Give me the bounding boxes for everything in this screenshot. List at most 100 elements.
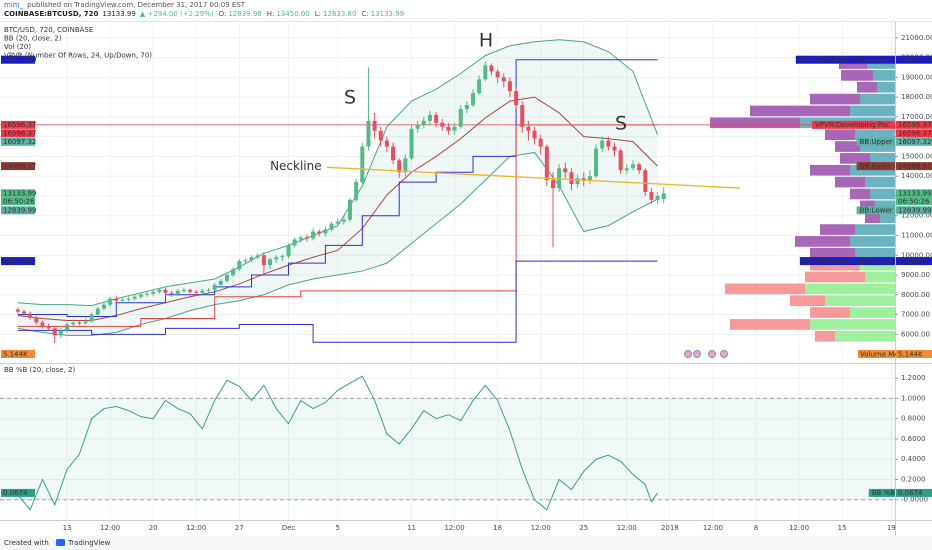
x-tick-label: 20 (149, 524, 158, 532)
neckline-label: Neckline (270, 159, 322, 173)
tag-name-box (812, 120, 895, 129)
tag-left-value: 16596.37 (3, 130, 36, 138)
price-tags: 16097.32 16097.32 BB:Upper 14508.57 14508.57… (1, 55, 932, 497)
x-tick-label: 12:00 (617, 524, 637, 532)
x-tick-label: 11 (407, 524, 416, 532)
candle-body (206, 289, 211, 291)
quote-value: 12633.80 (323, 10, 356, 18)
volume-ma-right: 5.144K (898, 350, 923, 358)
legend-entry: BB (20, close, 2) (4, 35, 62, 43)
profile-up (880, 212, 895, 224)
x-tick-label: 12:00 (186, 524, 206, 532)
profile-up (855, 224, 895, 235)
change: ▲ +294.00 (+2.29%) (140, 10, 214, 18)
tag-name-box (868, 488, 895, 497)
tag-name: BB %B (872, 489, 895, 497)
percent-b-line (17, 375, 658, 511)
candle-body (550, 180, 555, 189)
x-tick-label: 25 (579, 524, 588, 532)
candle-body (544, 146, 549, 181)
candle-body (600, 140, 605, 149)
candle-body (274, 257, 279, 260)
candle-body (366, 120, 371, 147)
footer-logo (56, 539, 65, 546)
tag-left-box (1, 257, 35, 266)
candle-body (120, 299, 125, 301)
candle-body (520, 105, 525, 127)
tag-right-box (896, 189, 932, 198)
annotation-s-right: S (615, 113, 627, 135)
x-tick-label: 12:00 (789, 524, 809, 532)
tag-name-box (856, 206, 895, 215)
y-tick-label: -0.0000 (901, 496, 928, 504)
profile-down (810, 307, 850, 318)
profile-down (795, 236, 850, 247)
header-line-1: mim_ published on TradingView.com, Decemb… (4, 1, 246, 9)
x-tick-label: 19 (887, 524, 896, 532)
candle-body (514, 91, 519, 106)
tag-right-value: 0.0674 (898, 489, 923, 497)
candle-body (329, 223, 334, 230)
quote-key: H: (267, 10, 275, 18)
candle-body (200, 290, 205, 293)
y-tick-label: 8000.00 (901, 291, 930, 299)
quote-value: 12839.98 (228, 10, 261, 18)
candle-body (606, 140, 611, 147)
candle-body (594, 148, 599, 177)
indicator-line (17, 96, 658, 321)
y-tick-label: 7000.00 (901, 311, 930, 319)
candle-body (421, 120, 426, 125)
tag-left-box (1, 488, 35, 497)
profile-down (825, 129, 855, 141)
profile-up (870, 188, 895, 200)
footer-created: Created with (4, 539, 49, 547)
candle-body (452, 126, 457, 131)
candle-body (212, 284, 217, 290)
tag-left-box (1, 120, 35, 129)
candle-body (317, 231, 322, 234)
candle-body (440, 122, 445, 127)
x-tick-label: 5 (335, 524, 339, 532)
candle-body (526, 126, 531, 131)
y-tick-label: 0.4000 (901, 455, 926, 463)
tag-name: BB:Upper (860, 138, 893, 146)
tag-name-box (856, 137, 895, 146)
candle-body (65, 324, 70, 331)
candle-body (618, 150, 623, 171)
candle-body (538, 138, 543, 147)
candle-body (378, 130, 383, 141)
candle-body (348, 199, 353, 220)
event-icons (684, 350, 728, 358)
legend-entry: BTC/USD, 720, COINBASE (4, 26, 93, 34)
candle-body (255, 255, 260, 258)
candle-body (249, 257, 254, 261)
candle-body (145, 293, 150, 295)
candle-body (587, 176, 592, 181)
x-tick-label: 12:00 (100, 524, 120, 532)
profile-down (710, 117, 800, 129)
profile-up (835, 330, 895, 342)
tag-right-box (896, 206, 932, 215)
candle-body (581, 178, 586, 181)
tag-right-box (896, 137, 932, 146)
y-tick-label: 17000.00 (901, 113, 932, 121)
candle-body (21, 311, 26, 314)
candle-body (77, 322, 82, 324)
tag-left-box (1, 137, 35, 146)
candle-body (231, 269, 236, 276)
tag-right-box (896, 55, 932, 64)
profile-up (850, 236, 895, 247)
profile-up (810, 319, 895, 330)
x-tick-label: 8 (754, 524, 758, 532)
candle-body (495, 71, 500, 78)
profile-up (805, 283, 895, 295)
tag-right-box (896, 257, 932, 266)
candle-body (569, 172, 574, 185)
profile-up (850, 105, 895, 117)
y-tick-label: 11000.00 (901, 231, 932, 239)
tag-right-box (896, 162, 932, 171)
candle-body (89, 314, 94, 322)
tag-right-box (896, 197, 932, 206)
y-tick-label: 9000.00 (901, 271, 930, 279)
